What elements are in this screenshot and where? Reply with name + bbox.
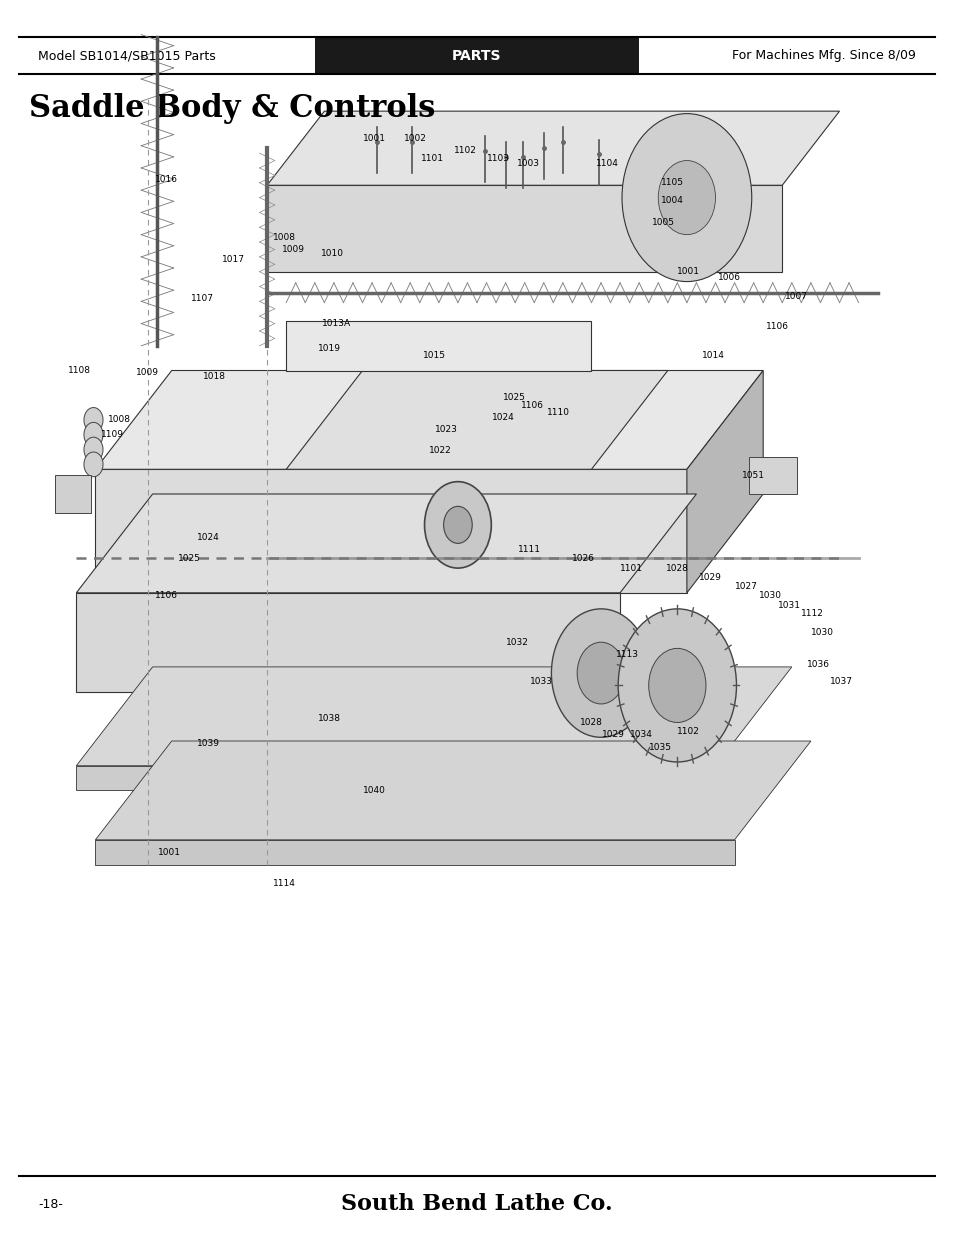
Text: 1017: 1017 xyxy=(222,254,245,264)
Text: 1029: 1029 xyxy=(699,573,721,583)
Text: 1029: 1029 xyxy=(601,730,624,740)
Text: 1007: 1007 xyxy=(784,291,807,301)
Text: 1033: 1033 xyxy=(530,677,553,687)
Text: 1038: 1038 xyxy=(317,714,340,724)
Text: 1001: 1001 xyxy=(158,847,181,857)
Polygon shape xyxy=(76,766,715,790)
Text: 1106: 1106 xyxy=(155,590,178,600)
Text: 1028: 1028 xyxy=(579,718,602,727)
Text: 1001: 1001 xyxy=(677,267,700,277)
Circle shape xyxy=(577,642,624,704)
Text: 1018: 1018 xyxy=(203,372,226,382)
Text: 1014: 1014 xyxy=(701,351,724,361)
Polygon shape xyxy=(686,370,762,593)
Text: -18-: -18- xyxy=(38,1198,63,1210)
Text: 1107: 1107 xyxy=(191,294,213,304)
FancyBboxPatch shape xyxy=(314,37,639,74)
Text: 1016: 1016 xyxy=(155,174,178,184)
Text: 1024: 1024 xyxy=(492,412,515,422)
Polygon shape xyxy=(286,370,667,469)
Circle shape xyxy=(424,482,491,568)
Circle shape xyxy=(658,161,715,235)
Polygon shape xyxy=(286,321,591,370)
Text: 1003: 1003 xyxy=(517,158,539,168)
Circle shape xyxy=(443,506,472,543)
Text: 1010: 1010 xyxy=(320,248,343,258)
Text: 1109: 1109 xyxy=(101,430,124,440)
Text: 1106: 1106 xyxy=(765,321,788,331)
Text: 1023: 1023 xyxy=(435,425,457,435)
Polygon shape xyxy=(267,185,781,272)
Polygon shape xyxy=(95,370,762,469)
Text: 1031: 1031 xyxy=(778,600,801,610)
Polygon shape xyxy=(76,494,696,593)
Polygon shape xyxy=(76,593,619,692)
Text: 1002: 1002 xyxy=(403,133,426,143)
Text: 1005: 1005 xyxy=(651,217,674,227)
Text: 1025: 1025 xyxy=(502,393,525,403)
Polygon shape xyxy=(76,667,791,766)
Text: 1101: 1101 xyxy=(420,153,443,163)
Polygon shape xyxy=(95,469,686,593)
Text: 1030: 1030 xyxy=(759,590,781,600)
Polygon shape xyxy=(748,457,796,494)
Text: 1114: 1114 xyxy=(273,878,295,888)
Text: 1039: 1039 xyxy=(196,739,219,748)
Text: 1102: 1102 xyxy=(677,726,700,736)
Text: 1108: 1108 xyxy=(68,366,91,375)
Circle shape xyxy=(84,437,103,462)
Text: 1024: 1024 xyxy=(196,532,219,542)
Text: 1040: 1040 xyxy=(362,785,385,795)
Text: 1034: 1034 xyxy=(629,730,652,740)
Text: 1037: 1037 xyxy=(829,677,852,687)
Text: 1104: 1104 xyxy=(596,158,618,168)
Text: 1009: 1009 xyxy=(282,245,305,254)
Circle shape xyxy=(551,609,650,737)
Polygon shape xyxy=(267,111,839,185)
Circle shape xyxy=(621,114,751,282)
Text: 1009: 1009 xyxy=(136,368,159,378)
Text: 1019: 1019 xyxy=(317,343,340,353)
Polygon shape xyxy=(95,741,810,840)
Polygon shape xyxy=(95,840,734,864)
Text: 1110: 1110 xyxy=(546,408,569,417)
Text: 1102: 1102 xyxy=(454,146,476,156)
Text: 1036: 1036 xyxy=(806,659,829,669)
Text: 1025: 1025 xyxy=(177,553,200,563)
Text: 1103: 1103 xyxy=(487,153,510,163)
Text: 1001: 1001 xyxy=(362,133,385,143)
Text: 1008: 1008 xyxy=(108,415,131,425)
Text: 1015: 1015 xyxy=(422,351,445,361)
Text: 1051: 1051 xyxy=(741,471,764,480)
Text: For Machines Mfg. Since 8/09: For Machines Mfg. Since 8/09 xyxy=(731,49,915,62)
Text: 1030: 1030 xyxy=(810,627,833,637)
Text: 1035: 1035 xyxy=(648,742,671,752)
Text: 1008: 1008 xyxy=(273,232,295,242)
Text: 1032: 1032 xyxy=(505,637,528,647)
Circle shape xyxy=(84,452,103,477)
Text: 1006: 1006 xyxy=(718,273,740,283)
Text: 1004: 1004 xyxy=(660,195,683,205)
Text: 1026: 1026 xyxy=(572,553,595,563)
Circle shape xyxy=(84,408,103,432)
Polygon shape xyxy=(55,475,91,513)
Text: 1106: 1106 xyxy=(520,400,543,410)
Text: South Bend Lathe Co.: South Bend Lathe Co. xyxy=(341,1193,612,1215)
Text: 1013A: 1013A xyxy=(322,319,351,329)
Text: PARTS: PARTS xyxy=(452,48,501,63)
Text: 1022: 1022 xyxy=(429,446,452,456)
Text: 1111: 1111 xyxy=(517,545,540,555)
Text: 1101: 1101 xyxy=(619,563,642,573)
Circle shape xyxy=(84,422,103,447)
Circle shape xyxy=(618,609,736,762)
Text: 1027: 1027 xyxy=(734,582,757,592)
Text: 1113: 1113 xyxy=(616,650,639,659)
Text: Saddle Body & Controls: Saddle Body & Controls xyxy=(29,93,435,124)
Text: 1112: 1112 xyxy=(801,609,823,619)
Text: Model SB1014/SB1015 Parts: Model SB1014/SB1015 Parts xyxy=(38,49,215,62)
Text: 1105: 1105 xyxy=(660,178,683,188)
Circle shape xyxy=(648,648,705,722)
Text: 1028: 1028 xyxy=(665,563,688,573)
